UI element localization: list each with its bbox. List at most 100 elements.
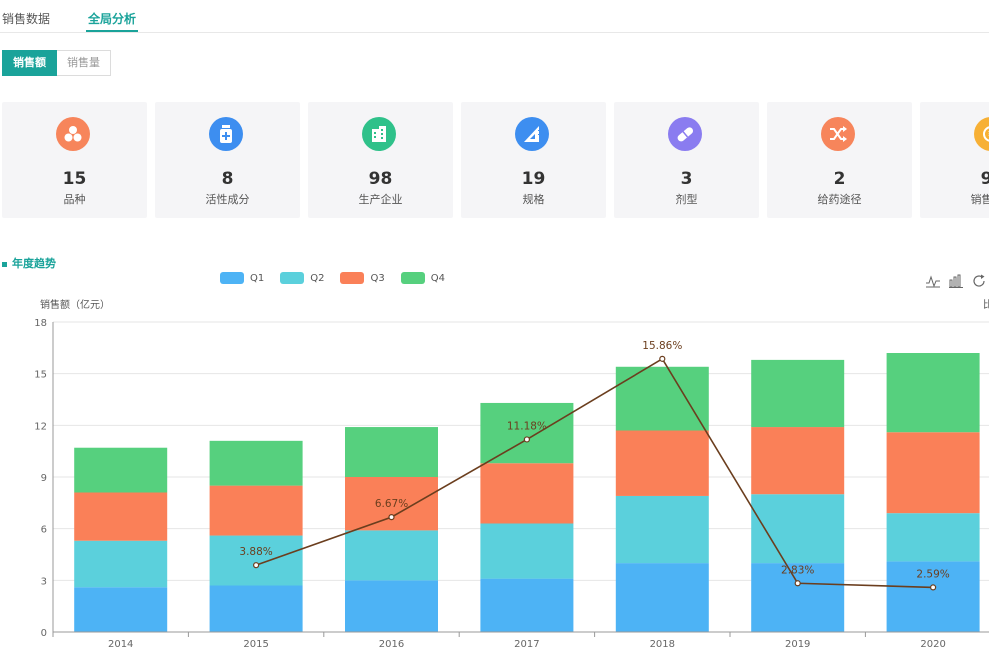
- growth-rate-label: 15.86%: [642, 340, 682, 352]
- x-tick-label: 2018: [650, 639, 675, 650]
- building-icon: [362, 117, 396, 151]
- metric-switch: 销售额 销售量: [2, 50, 111, 76]
- growth-rate-point: [794, 580, 801, 587]
- chart-toolbox: [926, 274, 989, 288]
- bar-q4-2020: [886, 353, 980, 433]
- card-varieties: 15 品种: [2, 102, 147, 218]
- top-tab-bar: 销售数据 全局分析: [0, 0, 989, 33]
- bar-q2-2017: [480, 523, 574, 579]
- growth-rate-line: [255, 357, 934, 589]
- card-value: 15: [62, 169, 87, 189]
- bar-q2-2016: [345, 530, 438, 581]
- card-label: 给药途径: [817, 193, 862, 206]
- bar-q1-2015: [209, 585, 303, 632]
- legend-label: Q4: [430, 272, 445, 284]
- legend-swatch: [280, 272, 305, 284]
- card-label: 活性成分: [205, 193, 250, 206]
- section-title-text: 年度趋势: [12, 257, 56, 270]
- bar-q4-2014: [74, 447, 168, 493]
- bar-chart-icon[interactable]: [949, 274, 963, 288]
- card-administration-routes: 2 给药途径: [767, 102, 912, 218]
- legend-label: Q2: [310, 272, 325, 284]
- y-axis-title: 销售额（亿元）: [40, 300, 110, 311]
- y-tick-label: 12: [34, 421, 47, 432]
- y-tick-label: 3: [41, 576, 47, 587]
- card-label: 规格: [522, 193, 545, 206]
- legend-label: Q1: [250, 272, 265, 284]
- stacked-bar-chart: 0 3 6 9 12 15 18 2014 2015 2016 2017 2018 2019 2020 3.…: [34, 318, 989, 650]
- right-axis-title: 比: [983, 300, 989, 311]
- bar-q1-2017: [480, 578, 574, 632]
- bar-q4-2015: [209, 440, 303, 486]
- card-value: 2: [833, 169, 846, 189]
- sales-volume-button[interactable]: 销售量: [57, 50, 111, 76]
- card-label: 生产企业: [358, 193, 403, 206]
- bar-q3-2014: [74, 492, 168, 541]
- bar-q3-2016: [345, 477, 438, 531]
- x-tick-label: 2020: [920, 639, 945, 650]
- card-total-sales: ¥ 94 销售总额: [920, 102, 989, 218]
- y-tick-label: 15: [34, 370, 47, 381]
- legend-label: Q3: [370, 272, 385, 284]
- card-label: 品种: [63, 193, 86, 206]
- circles-icon: [56, 117, 90, 151]
- y-tick-label: 0: [41, 628, 47, 639]
- coin-icon: ¥: [974, 117, 989, 151]
- growth-rate-point: [253, 562, 260, 569]
- card-manufacturers: 98 生产企业: [308, 102, 453, 218]
- bar-q2-2020: [886, 513, 980, 562]
- growth-rate-point: [659, 355, 666, 362]
- bar-q3-2019: [751, 427, 845, 495]
- sales-amount-button[interactable]: 销售额: [2, 50, 57, 76]
- section-marker: [2, 261, 7, 267]
- x-tick-label: 2014: [108, 639, 133, 650]
- card-dosage-forms: 3 剂型: [614, 102, 759, 218]
- growth-rate-label: 3.88%: [239, 546, 272, 558]
- bar-q1-2020: [886, 561, 980, 632]
- growth-rate-label: 2.83%: [781, 564, 814, 576]
- card-label: 剂型: [675, 193, 698, 206]
- legend-swatch: [400, 272, 425, 284]
- bar-q4-2017: [480, 402, 574, 464]
- y-tick-label: 6: [41, 525, 47, 536]
- tab-sales-data[interactable]: 销售数据: [2, 12, 51, 26]
- bar-q4-2016: [345, 427, 438, 477]
- bar-q4-2018: [615, 366, 709, 431]
- bar-q1-2016: [345, 580, 438, 632]
- x-tick-label: 2019: [785, 639, 810, 650]
- y-tick-label: 18: [34, 318, 47, 329]
- ruler-icon: [515, 117, 549, 151]
- bar-q2-2014: [74, 540, 168, 588]
- x-tick-label: 2016: [379, 639, 404, 650]
- section-title: 年度趋势: [2, 255, 56, 271]
- legend-item-q4[interactable]: Q4: [400, 272, 445, 284]
- growth-rate-label: 2.59%: [916, 568, 949, 580]
- legend-item-q1[interactable]: Q1: [220, 272, 264, 284]
- bar-q3-2015: [209, 485, 303, 536]
- bar-q2-2019: [751, 494, 845, 564]
- chart-legend: Q1 Q2 Q3 Q4: [220, 272, 461, 284]
- legend-swatch: [220, 272, 244, 284]
- growth-rate-label: 11.18%: [507, 420, 547, 432]
- bar-q2-2015: [209, 535, 303, 586]
- card-value: 8: [221, 169, 234, 189]
- card-active-ingredients: 8 活性成分: [155, 102, 300, 218]
- refresh-icon[interactable]: [972, 274, 986, 288]
- card-value: 19: [521, 169, 546, 189]
- line-chart-icon[interactable]: [926, 274, 940, 288]
- growth-rate-label: 6.67%: [375, 498, 408, 510]
- legend-swatch: [340, 272, 365, 284]
- legend-item-q3[interactable]: Q3: [340, 272, 385, 284]
- growth-rate-point: [523, 436, 531, 443]
- card-value: 94: [980, 169, 989, 189]
- tab-global-analysis[interactable]: 全局分析: [85, 12, 139, 32]
- card-specifications: 19 规格: [461, 102, 606, 218]
- bar-q1-2018: [615, 563, 709, 632]
- bar-q2-2018: [615, 495, 709, 564]
- bar-q3-2018: [615, 430, 709, 496]
- legend-item-q2[interactable]: Q2: [280, 272, 324, 284]
- growth-rate-point: [929, 584, 937, 591]
- summary-cards: 15 品种 8 活性成分 98 生产企业 19 规格 3 剂型 2 给药途径: [0, 102, 989, 218]
- shuffle-icon: [821, 117, 855, 151]
- card-value: 3: [680, 169, 693, 189]
